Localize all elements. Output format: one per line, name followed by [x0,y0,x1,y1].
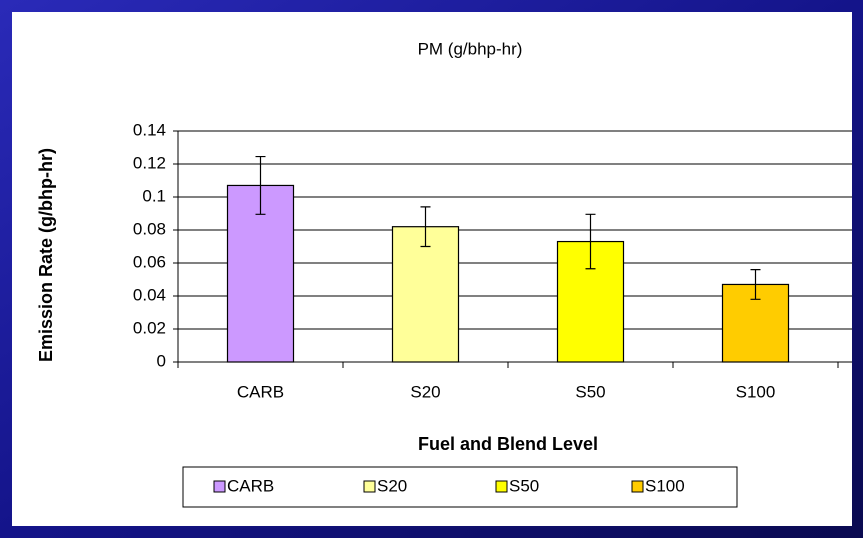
y-tick-label: 0.12 [133,153,166,172]
legend-swatch [631,480,644,493]
legend-swatch [495,480,508,493]
legend-label: S50 [509,476,539,495]
y-axis-label: Emission Rate (g/bhp-hr) [36,148,56,362]
legend-label: CARB [227,476,274,495]
y-tick-label: 0.14 [133,120,166,139]
error-bar [255,155,266,215]
legend-label: S100 [645,476,685,495]
y-tick-label: 0.06 [133,252,166,271]
legend-swatch [213,480,226,493]
legend-label: S20 [377,476,407,495]
y-tick-label: 0.08 [133,219,166,238]
chart-title: PM (g/bhp-hr) [418,39,523,58]
x-tick-label: S20 [410,382,440,401]
bar [391,226,460,363]
x-axis-label: Fuel and Blend Level [418,434,598,454]
legend [182,466,738,508]
x-tick-label: S100 [736,382,776,401]
y-tick-label: 0 [157,351,166,370]
error-bar [420,206,431,248]
x-tick-label: S50 [575,382,605,401]
legend-swatch [363,480,376,493]
y-tick-label: 0.04 [133,285,166,304]
y-tick-label: 0.1 [142,186,166,205]
x-tick-label: CARB [237,382,284,401]
y-tick-label: 0.02 [133,318,166,337]
error-bar [750,269,761,300]
error-bar [585,213,596,270]
